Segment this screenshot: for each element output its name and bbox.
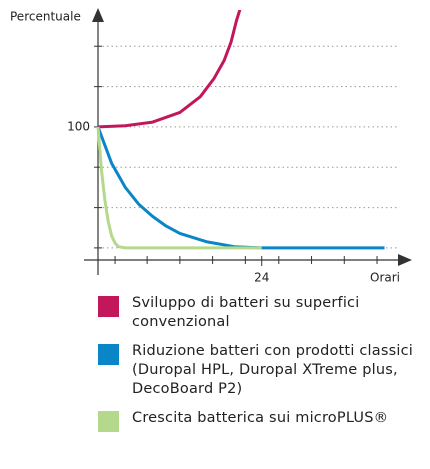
legend-label: Sviluppo di batteri su superfici convenz… [132, 295, 360, 330]
y-axis-label: Percentuale [10, 10, 81, 24]
legend-label: Riduzione batteri con prodotti classici … [132, 343, 413, 397]
legend: Sviluppo di batteri su superfici convenz… [98, 294, 428, 442]
legend-item: Crescita batterica sui microPLUS® [98, 409, 428, 432]
legend-label: Crescita batterica sui microPLUS® [132, 410, 389, 426]
legend-item: Sviluppo di batteri su superfici convenz… [98, 294, 428, 332]
legend-swatch [98, 411, 119, 432]
x-arrow [398, 254, 412, 266]
chart: Percentuale Orari 100 24 [10, 8, 412, 285]
series-line [96, 126, 385, 250]
x-tick-label: 24 [254, 271, 269, 285]
legend-item: Riduzione batteri con prodotti classici … [98, 342, 428, 399]
legend-swatch [98, 344, 119, 365]
series-line [96, 126, 262, 250]
y-tick-label: 100 [67, 119, 90, 133]
series-line [97, 10, 242, 129]
legend-swatch [98, 296, 119, 317]
x-axis-label: Orari [370, 271, 400, 285]
y-arrow [92, 8, 104, 22]
